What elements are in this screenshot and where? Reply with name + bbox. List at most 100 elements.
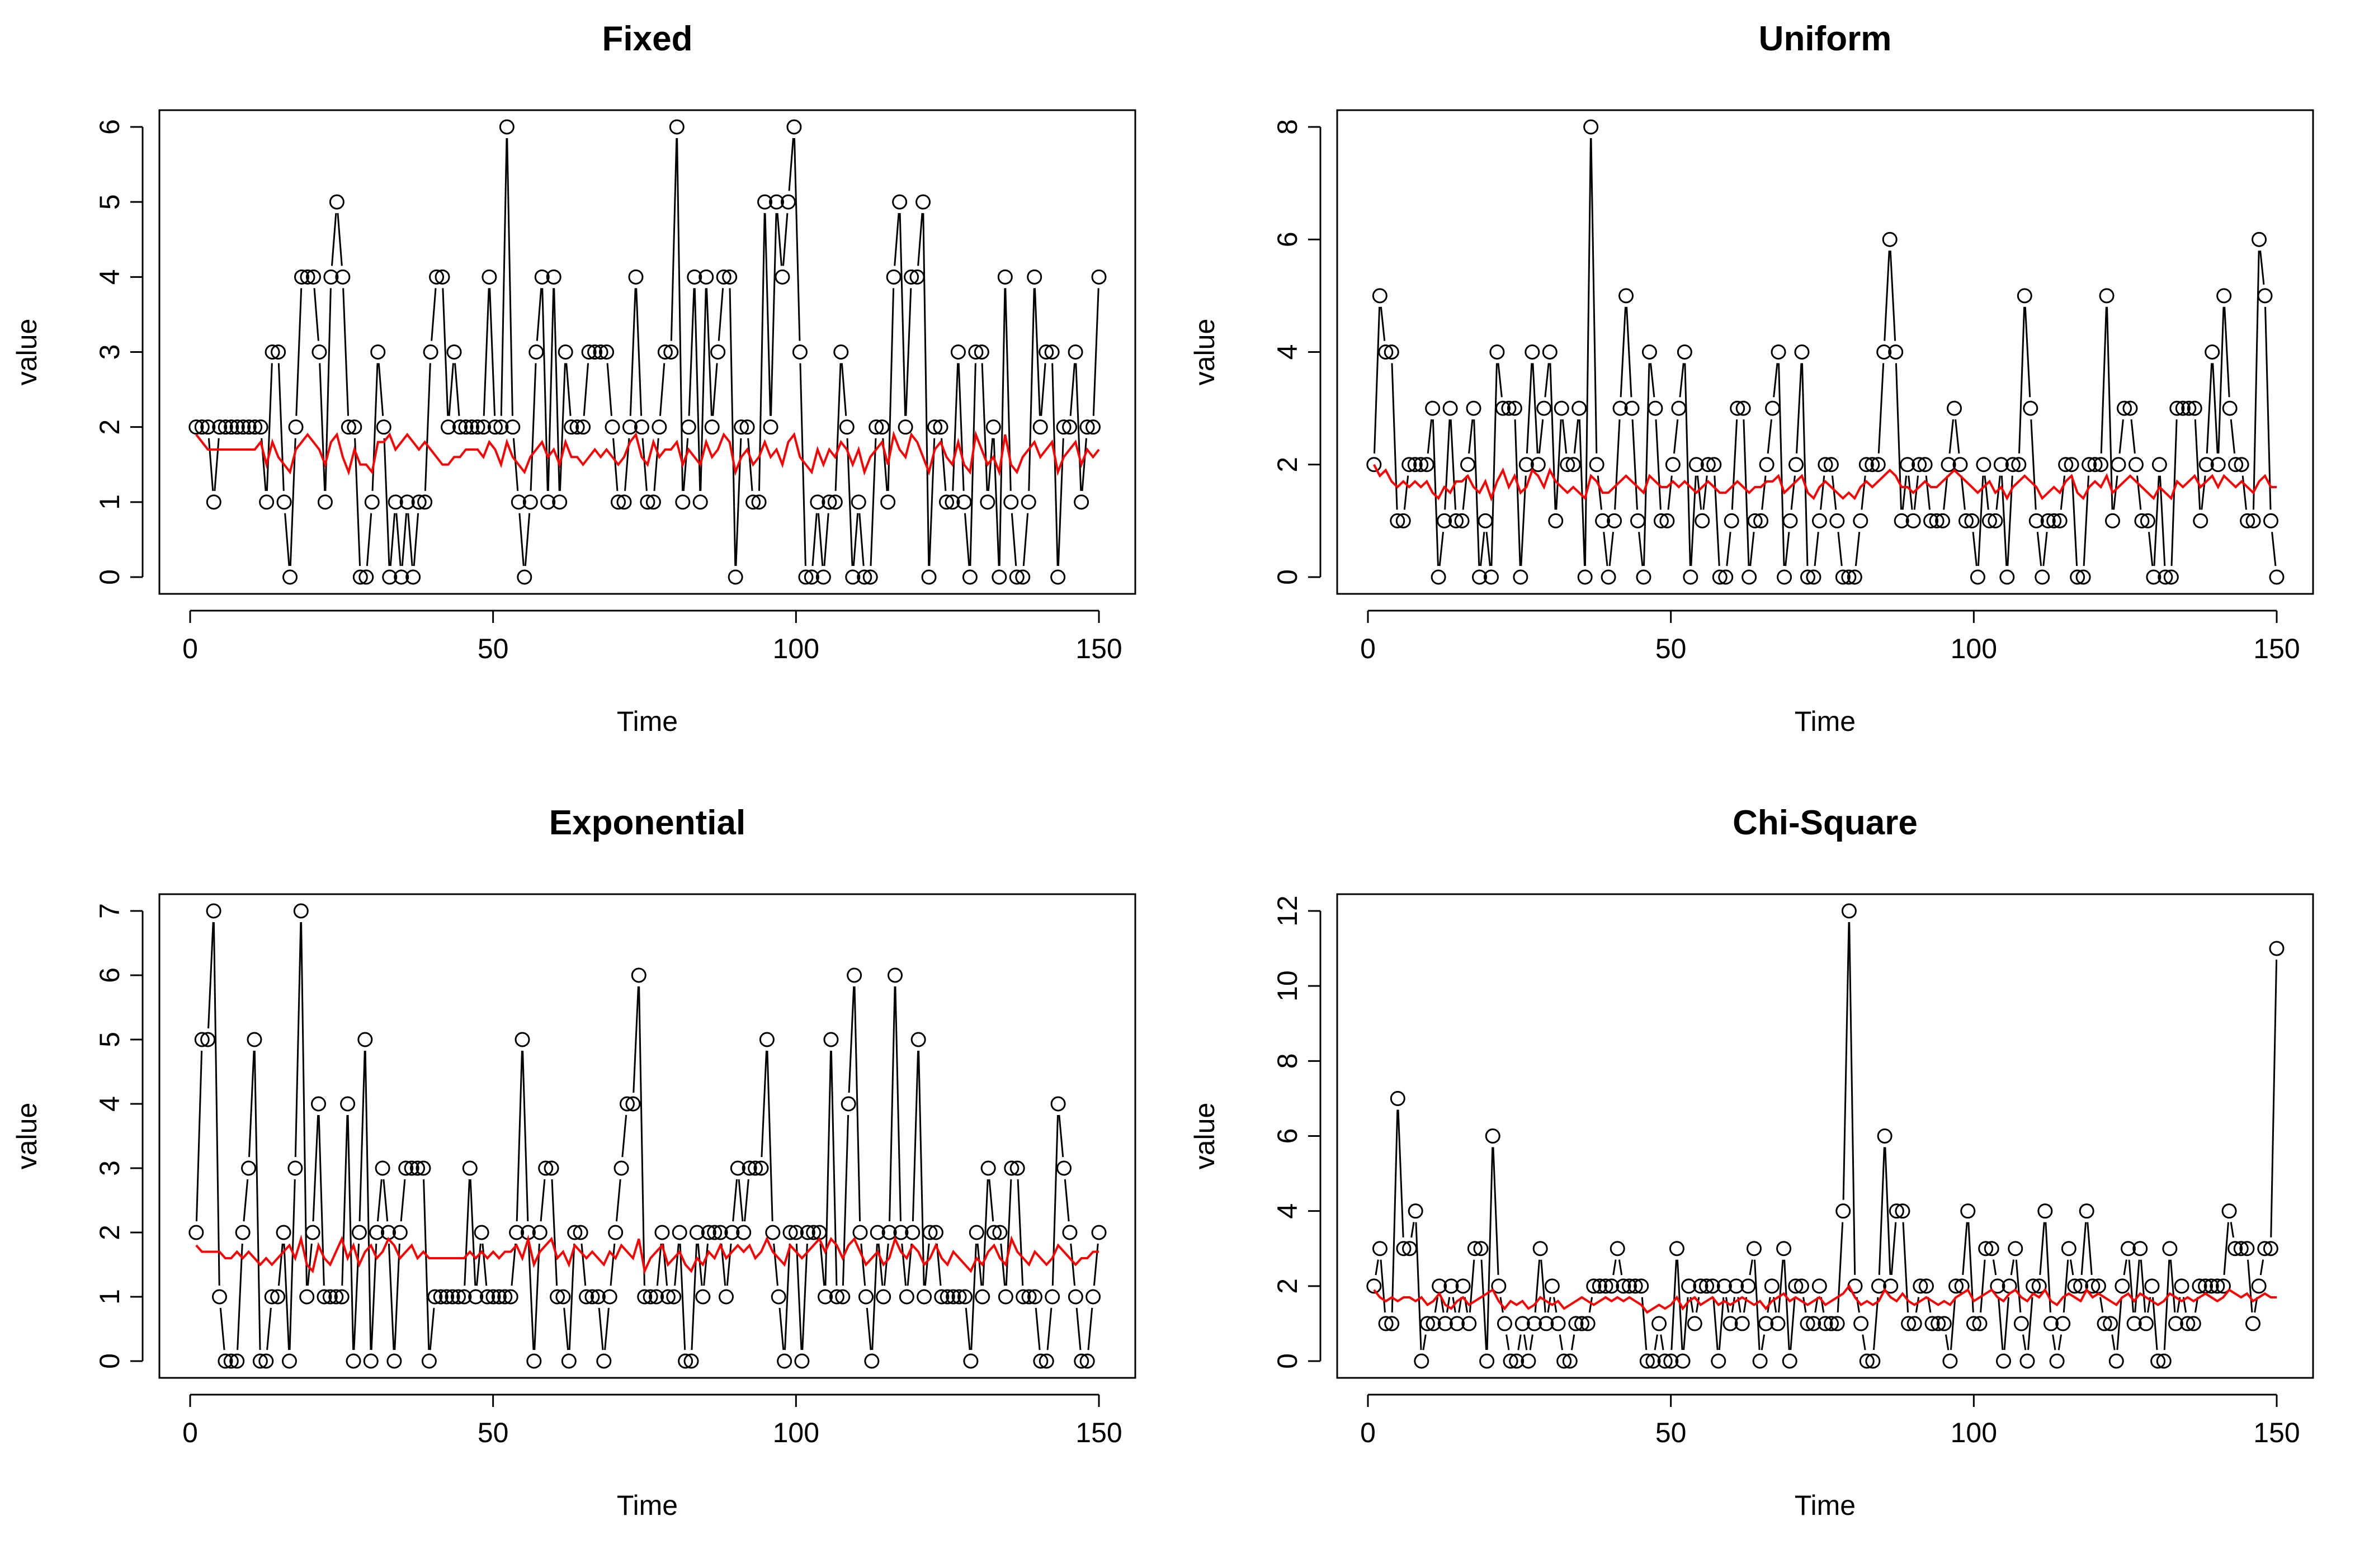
series-segment [965, 1307, 971, 1350]
data-point [921, 569, 937, 585]
series-segment [1901, 475, 1908, 510]
data-point [423, 344, 438, 360]
data-point [1044, 344, 1060, 360]
data-point [294, 269, 310, 285]
data-point [1859, 1353, 1875, 1369]
data-point [1753, 513, 1769, 528]
data-point [1865, 457, 1880, 473]
series-segment [766, 1050, 773, 1222]
series-segment [482, 1243, 488, 1286]
series-segment [1960, 475, 1966, 510]
series-segment [1092, 288, 1099, 416]
data-point [616, 494, 632, 510]
series-segment [1995, 475, 2001, 510]
data-point [899, 1289, 914, 1305]
data-point [1544, 1278, 1560, 1294]
series-segment [1492, 1147, 1499, 1275]
series-segment [638, 986, 645, 1286]
series-segment [1497, 363, 1503, 398]
data-point [917, 1289, 932, 1305]
data-point [1601, 569, 1616, 585]
series-segment [1444, 419, 1451, 510]
series-segment [1837, 1222, 1844, 1313]
series-segment [2259, 1259, 2264, 1276]
y-tick-label: 5 [94, 1032, 125, 1047]
series-segment [1902, 1222, 1909, 1313]
data-point [1068, 344, 1083, 360]
data-point [699, 269, 714, 285]
data-point [945, 494, 960, 510]
data-point [874, 419, 890, 435]
data-point [491, 1289, 507, 1305]
series-segment [1620, 306, 1626, 398]
series-segment [1837, 532, 1843, 566]
data-point [962, 569, 978, 585]
series-segment [848, 986, 855, 1093]
data-point [847, 967, 862, 983]
data-point [2103, 1316, 2118, 1331]
series-segment [300, 922, 308, 1286]
series-segment [1955, 419, 1960, 454]
data-point [1542, 344, 1558, 360]
data-point [1050, 569, 1066, 585]
series-segment [2169, 1259, 2176, 1313]
data-point [1525, 344, 1540, 360]
series-segment [612, 438, 619, 492]
data-point [2263, 1241, 2278, 1257]
data-point [1016, 1289, 1031, 1305]
data-point [2122, 400, 2138, 416]
data-point [540, 494, 556, 510]
series-segment [1432, 419, 1439, 566]
data-point [392, 1225, 408, 1240]
data-point [2187, 400, 2202, 416]
data-point [200, 1032, 216, 1047]
series-segment [464, 1179, 470, 1286]
series-segment [1093, 1243, 1099, 1286]
y-tick-label: 6 [1272, 232, 1303, 247]
series-segment [1064, 1179, 1070, 1222]
y-axis-label: value [11, 319, 43, 386]
data-point [1621, 1278, 1637, 1294]
series-segment [358, 1050, 366, 1222]
data-point [450, 1289, 466, 1305]
data-point [1443, 1278, 1459, 1294]
data-point [323, 269, 339, 285]
data-point [534, 269, 550, 285]
plot-frame [158, 893, 1136, 1379]
series-segment [1614, 419, 1621, 510]
y-tick-label: 6 [94, 967, 125, 983]
series-segment [788, 138, 794, 191]
series-segment [1683, 1297, 1689, 1350]
data-point [940, 1289, 955, 1305]
data-point [2140, 513, 2155, 528]
data-point [370, 344, 386, 360]
data-point [1501, 400, 1517, 416]
series-segment [901, 1243, 907, 1286]
data-point [835, 1289, 851, 1305]
data-point [736, 1225, 752, 1240]
data-point [1835, 569, 1851, 585]
data-point [974, 344, 989, 360]
data-point [950, 344, 966, 360]
series-segment [318, 1114, 325, 1286]
data-point [1032, 419, 1048, 435]
data-point [1929, 513, 1945, 528]
series-segment [1962, 1222, 1968, 1276]
data-point [575, 419, 591, 435]
data-point [1414, 1353, 1429, 1369]
data-point [649, 1289, 664, 1305]
series-segment [581, 1243, 587, 1286]
series-segment [1520, 475, 1527, 566]
data-point [1448, 513, 1464, 528]
data-point [421, 1353, 437, 1369]
data-point [1941, 457, 1956, 473]
series-segment [2018, 306, 2026, 454]
x-axis-label: Time [1795, 706, 1856, 737]
series-segment [1570, 1334, 1575, 1350]
data-point [619, 1096, 635, 1112]
data-point [398, 1160, 414, 1176]
data-point [2132, 1241, 2148, 1257]
y-axis-label: value [11, 1103, 43, 1170]
data-point [456, 1289, 472, 1305]
series-segment [2201, 475, 2206, 510]
